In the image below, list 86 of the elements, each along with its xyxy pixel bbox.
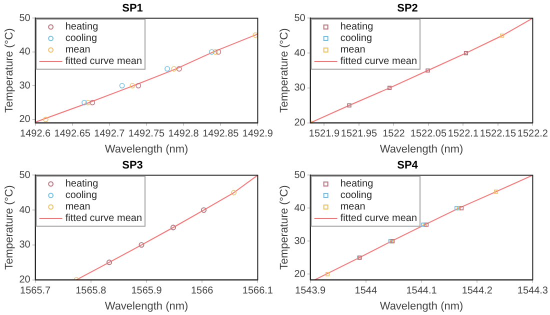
y-axis-title: Temperature (°C) (278, 28, 291, 113)
x-tick-label: 1522.2 (517, 128, 548, 140)
x-tick-label: 1492.85 (202, 128, 240, 140)
legend-label: heating (340, 22, 374, 33)
legend-label: heating (65, 22, 98, 33)
legend-label: mean (340, 44, 366, 56)
point (90, 100, 96, 106)
legend-label: mean (65, 202, 90, 213)
x-tick-label: 1544.1 (406, 286, 438, 297)
legend-label: cooling (65, 33, 98, 44)
x-tick-label: 1544.2 (462, 286, 493, 297)
x-tick-label: 1544 (354, 286, 378, 297)
x-tick-label: 1522.05 (410, 128, 447, 140)
legend-label: cooling (340, 33, 372, 44)
legend-label: mean (65, 44, 90, 56)
x-tick-label: 1566 (190, 286, 214, 297)
legend-label: fitted curve mean (65, 56, 142, 68)
point (176, 66, 182, 72)
legend-label: cooling (65, 190, 98, 202)
point (82, 100, 87, 106)
y-tick-label: 50 (294, 12, 306, 24)
x-tick-label: 1492.7 (94, 128, 126, 140)
point (494, 190, 498, 194)
x-axis-title: Wavelength (nm) (104, 300, 188, 312)
y-tick-label: 50 (19, 170, 31, 181)
point (500, 34, 504, 38)
x-axis-title: Wavelength (nm) (104, 143, 188, 156)
legend-label: fitted curve mean (340, 56, 418, 68)
y-tick-label: 40 (19, 46, 31, 58)
legend-label: fitted curve mean (65, 213, 142, 224)
chart-title: SP3 (122, 160, 143, 172)
y-tick-label: 20 (19, 274, 31, 286)
y-tick-label: 40 (294, 48, 306, 59)
x-tick-label: 1565.8 (76, 286, 107, 297)
point (216, 49, 222, 55)
chart-title: SP1 (122, 2, 143, 15)
y-axis-title: Temperature (°C) (4, 28, 16, 113)
y-tick-label: 20 (294, 118, 306, 129)
y-tick-label: 20 (294, 268, 306, 280)
chart-title: SP4 (397, 160, 419, 172)
x-tick-label: 1565.9 (131, 286, 162, 297)
y-tick-label: 30 (19, 240, 31, 251)
x-tick-label: 1492.9 (242, 128, 274, 140)
x-axis-title: Wavelength (nm) (380, 143, 464, 156)
legend-label: fitted curve mean (340, 213, 418, 224)
x-tick-label: 1522.1 (448, 128, 479, 140)
x-tick-label: 1521.95 (340, 128, 378, 140)
y-tick-label: 30 (294, 236, 306, 247)
y-tick-label: 40 (294, 202, 306, 214)
point (130, 82, 136, 88)
x-tick-label: 1492.8 (168, 128, 200, 140)
point (209, 49, 214, 55)
legend-label: heating (65, 178, 98, 190)
y-tick-label: 40 (19, 204, 31, 216)
x-tick-label: 1492.65 (54, 128, 91, 140)
legend-label: heating (340, 178, 374, 190)
x-tick-label: 1565.7 (20, 286, 52, 297)
point (85, 100, 91, 106)
y-tick-label: 30 (294, 82, 306, 94)
y-tick-label: 50 (294, 170, 306, 181)
point (460, 206, 464, 210)
x-tick-label: 1544.3 (517, 286, 548, 297)
x-axis-title: Wavelength (nm) (380, 300, 464, 312)
y-axis-title: Temperature (°C) (4, 185, 16, 270)
y-axis-title: Temperature (°C) (278, 185, 291, 270)
y-tick-label: 50 (19, 12, 31, 24)
point (171, 66, 177, 72)
point (164, 66, 170, 72)
legend-label: mean (340, 202, 366, 213)
x-tick-label: 1522 (382, 128, 406, 140)
point (119, 82, 125, 88)
chart-title: SP2 (397, 2, 418, 15)
x-tick-label: 1543.9 (295, 286, 326, 297)
x-tick-label: 1492.6 (20, 128, 52, 140)
point (43, 116, 48, 122)
x-tick-label: 1521.9 (308, 128, 340, 140)
y-tick-label: 20 (19, 114, 31, 126)
point (212, 49, 218, 55)
y-tick-label: 30 (19, 80, 31, 92)
x-tick-label: 1522.15 (480, 128, 516, 140)
point (326, 272, 330, 276)
x-tick-label: 1492.75 (128, 128, 166, 140)
point (136, 82, 142, 88)
point (231, 190, 236, 196)
legend-label: cooling (340, 190, 372, 202)
x-tick-label: 1566.1 (242, 286, 274, 297)
